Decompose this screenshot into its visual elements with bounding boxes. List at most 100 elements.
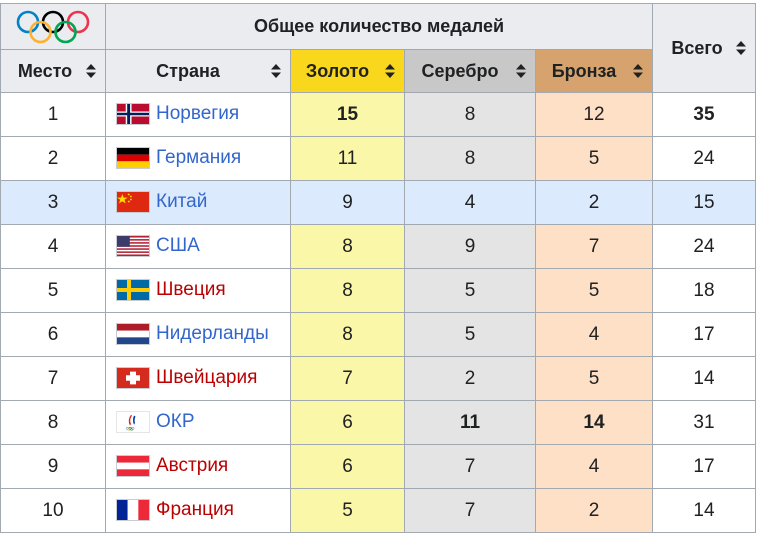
bronze-cell: 5 [535,136,653,181]
bronze-cell: 4 [535,444,653,489]
country-cell: Нидерланды [105,312,291,357]
silver-cell: 9 [404,224,536,269]
table-row: 4 США 8 9 7 24 [0,224,756,269]
country-column-header[interactable]: Страна [105,49,291,93]
country-link-china[interactable]: Китай [156,191,208,213]
sweden-flag-icon [116,279,150,302]
bronze-cell: 12 [535,92,653,137]
olympic-rings-icon [16,10,90,43]
country-cell: Швеция [105,268,291,313]
olympic-logo-cell [0,3,106,50]
country-cell: Франция [105,488,291,533]
country-cell: США [105,224,291,269]
sort-icon[interactable] [516,64,526,78]
sort-icon[interactable] [385,64,395,78]
country-link-germany[interactable]: Германия [156,147,242,169]
rank-cell: 9 [0,444,106,489]
gold-cell: 15 [290,92,405,137]
total-cell: 24 [652,224,756,269]
sort-icon[interactable] [633,64,643,78]
table-row: 8 ОКР 6 11 14 31 [0,400,756,445]
rank-cell: 8 [0,400,106,445]
gold-cell: 5 [290,488,405,533]
bronze-cell: 2 [535,488,653,533]
country-link-netherlands[interactable]: Нидерланды [156,323,269,345]
rank-cell: 1 [0,92,106,137]
gold-header-label: Золото [305,60,370,81]
total-cell: 18 [652,268,756,313]
total-cell: 31 [652,400,756,445]
sort-icon[interactable] [86,64,96,78]
country-cell: Китай [105,180,291,225]
sort-icon[interactable] [736,41,746,55]
bronze-cell: 14 [535,400,653,445]
country-link-roc[interactable]: ОКР [156,411,195,433]
rank-cell: 4 [0,224,106,269]
country-link-usa[interactable]: США [156,235,200,257]
sort-icon[interactable] [271,64,281,78]
bronze-header-label: Бронза [551,60,617,81]
total-cell: 14 [652,488,756,533]
silver-cell: 5 [404,312,536,357]
table-row: 6 Нидерланды 8 5 4 17 [0,312,756,357]
gold-cell: 6 [290,400,405,445]
gold-cell: 8 [290,312,405,357]
table-row: 1 Норвегия 15 8 12 35 [0,92,756,137]
country-link-austria[interactable]: Австрия [156,455,229,477]
bronze-cell: 4 [535,312,653,357]
gold-column-header[interactable]: Золото [290,49,405,93]
gold-cell: 8 [290,268,405,313]
table-row: 7 Швейцария 7 2 5 14 [0,356,756,401]
bronze-column-header[interactable]: Бронза [535,49,653,93]
norway-flag-icon [116,103,150,126]
table-row: 5 Швеция 8 5 5 18 [0,268,756,313]
rank-cell: 2 [0,136,106,181]
total-cell: 15 [652,180,756,225]
netherlands-flag-icon [116,323,150,346]
silver-cell: 7 [404,488,536,533]
gold-cell: 11 [290,136,405,181]
medal-count-group-header: Общее количество медалей [105,3,653,50]
rank-cell: 7 [0,356,106,401]
table-row: 10 Франция 5 7 2 14 [0,488,756,533]
total-cell: 35 [652,92,756,137]
roc-emblem-icon [116,411,150,434]
country-cell: Австрия [105,444,291,489]
country-cell: Норвегия [105,92,291,137]
country-link-switzerland[interactable]: Швейцария [156,367,258,389]
switzerland-flag-icon [116,367,150,390]
bronze-cell: 2 [535,180,653,225]
silver-cell: 5 [404,268,536,313]
total-cell: 17 [652,444,756,489]
silver-column-header[interactable]: Серебро [404,49,536,93]
silver-cell: 2 [404,356,536,401]
rank-cell: 5 [0,268,106,313]
germany-flag-icon [116,147,150,170]
bronze-cell: 5 [535,356,653,401]
bronze-cell: 5 [535,268,653,313]
rank-cell: 10 [0,488,106,533]
silver-cell: 8 [404,92,536,137]
total-header-label: Всего [671,37,723,58]
silver-cell: 7 [404,444,536,489]
total-cell: 17 [652,312,756,357]
table-row: 3 Китай 9 4 2 15 [0,180,756,225]
bronze-cell: 7 [535,224,653,269]
country-cell: ОКР [105,400,291,445]
gold-cell: 7 [290,356,405,401]
china-flag-icon [116,191,150,214]
france-flag-icon [116,499,150,522]
silver-header-label: Серебро [421,60,499,81]
rank-header-label: Место [17,60,73,81]
country-link-norway[interactable]: Норвегия [156,103,240,125]
usa-flag-icon [116,235,150,258]
total-column-header[interactable]: Всего [652,3,756,93]
austria-flag-icon [116,455,150,478]
country-link-france[interactable]: Франция [156,499,234,521]
country-link-sweden[interactable]: Швеция [156,279,226,301]
rank-cell: 6 [0,312,106,357]
total-cell: 24 [652,136,756,181]
rank-column-header[interactable]: Место [0,49,106,93]
silver-cell: 8 [404,136,536,181]
rank-cell: 3 [0,180,106,225]
